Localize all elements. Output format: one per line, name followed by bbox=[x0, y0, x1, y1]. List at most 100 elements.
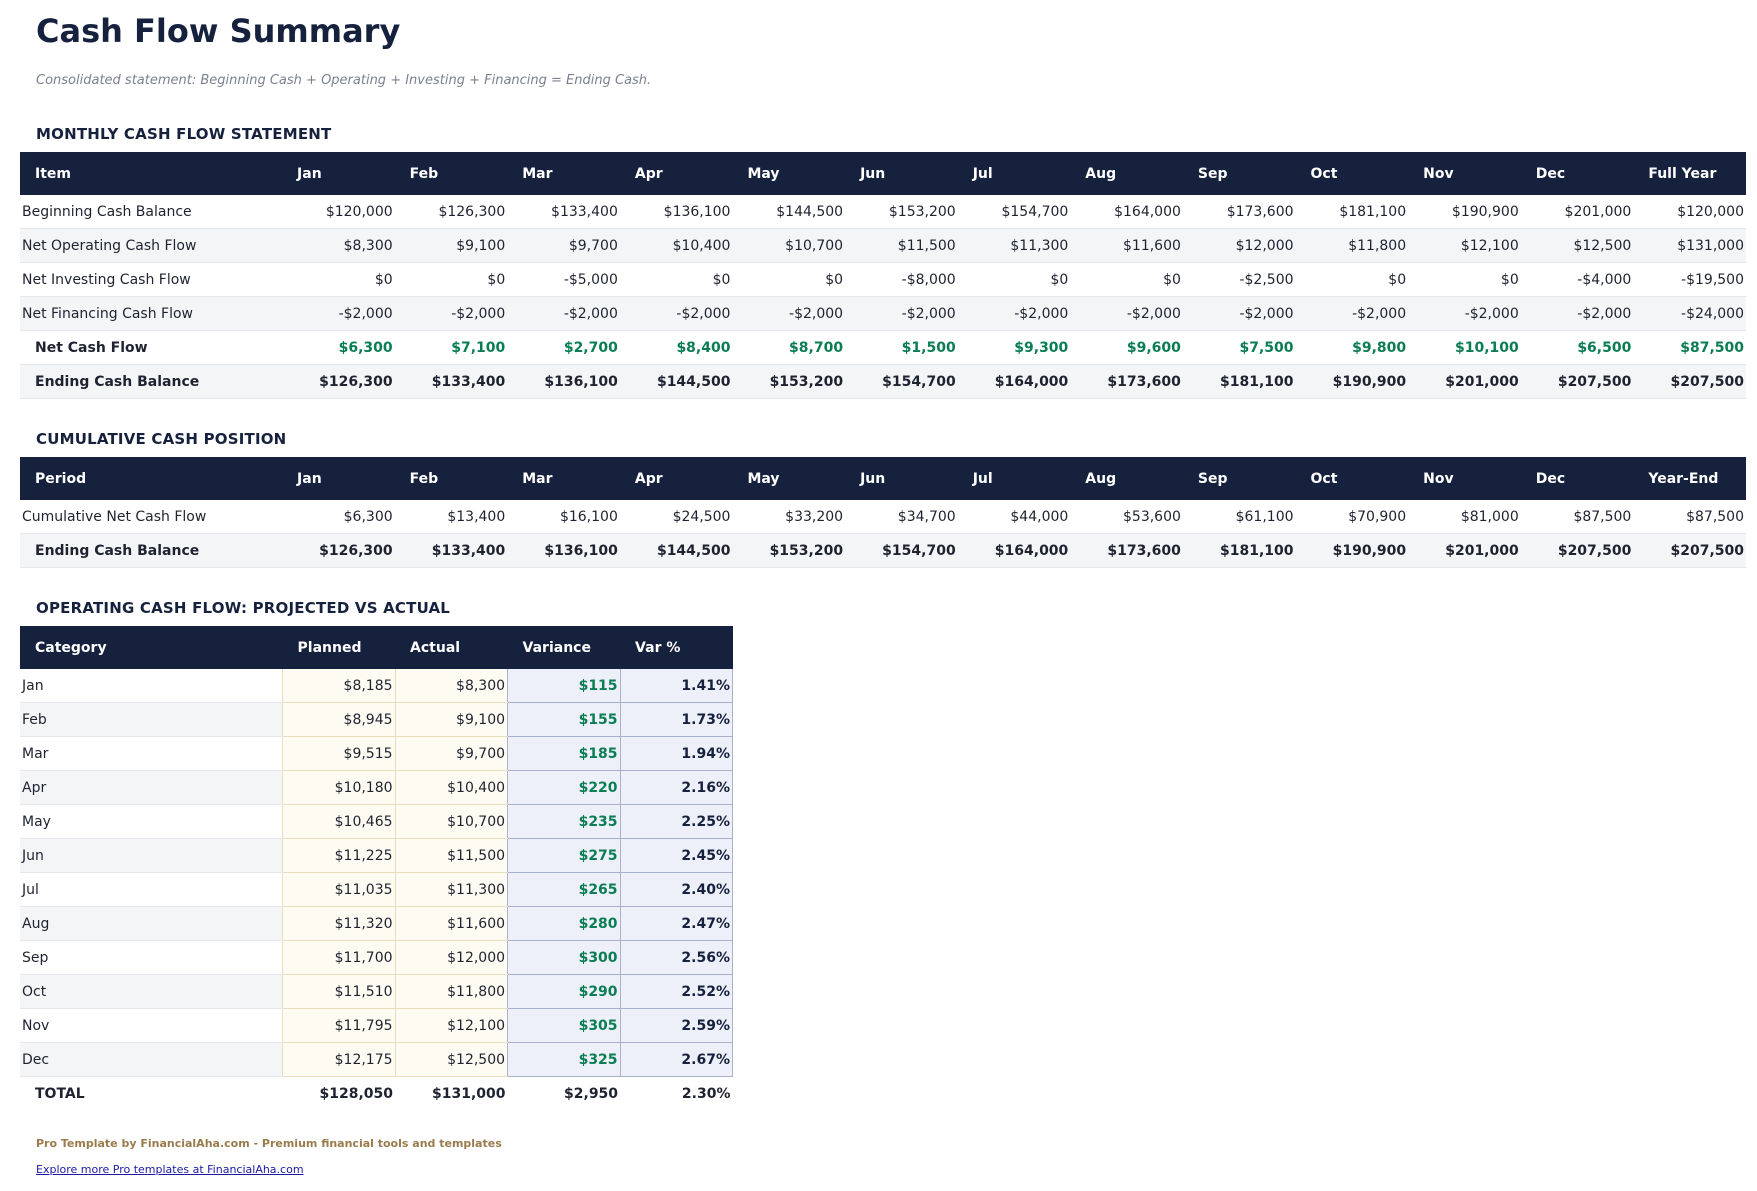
operating-projected-vs-actual-table: Category Planned Actual Variance Var % Jan $8,… bbox=[20, 626, 734, 1110]
cell-value: $6,300 bbox=[282, 330, 395, 365]
cell-value: $8,945 bbox=[282, 702, 396, 737]
cell-value: $185 bbox=[507, 736, 621, 771]
cell-value: $61,100 bbox=[1182, 500, 1296, 534]
cell-value: $190,900 bbox=[1295, 533, 1409, 568]
cell-value: $34,700 bbox=[845, 500, 958, 534]
cell-value: $8,300 bbox=[394, 669, 508, 703]
total-row: TOTAL $128,050 $131,000 $2,950 2.30% bbox=[20, 1076, 733, 1110]
column-header: Actual bbox=[395, 626, 508, 669]
cell-value: $12,000 bbox=[394, 940, 508, 975]
cell-value: -$2,000 bbox=[282, 296, 395, 331]
cell-value: $33,200 bbox=[732, 500, 846, 534]
column-header: Sep bbox=[1182, 152, 1296, 195]
cell-value: 2.16% bbox=[619, 770, 734, 805]
cell-value: $201,000 bbox=[1520, 195, 1634, 229]
column-header: May bbox=[732, 457, 846, 500]
column-header: Jul bbox=[957, 152, 1071, 195]
cell-value: $44,000 bbox=[957, 500, 1071, 534]
cell-value: -$24,000 bbox=[1633, 296, 1746, 331]
table-row: Mar $9,515 $9,700 $185 1.94% bbox=[20, 736, 734, 771]
table-row: Jan $8,185 $8,300 $115 1.41% bbox=[20, 669, 734, 703]
column-header: Category bbox=[20, 626, 283, 669]
cell-value: $11,300 bbox=[957, 228, 1071, 263]
cell-value: $16,100 bbox=[507, 500, 620, 534]
cell-value: $12,500 bbox=[394, 1042, 508, 1077]
cell-value: $9,100 bbox=[394, 228, 508, 263]
cell-value: -$2,000 bbox=[732, 296, 846, 331]
column-header: Jan bbox=[282, 152, 395, 195]
cell-value: -$8,000 bbox=[845, 262, 958, 297]
cell-value: $10,700 bbox=[732, 228, 846, 263]
cell-value: $8,400 bbox=[619, 330, 733, 365]
cell-value: $154,700 bbox=[845, 533, 958, 568]
cell-value: $120,000 bbox=[282, 195, 395, 229]
monthly-heading: MONTHLY CASH FLOW STATEMENT bbox=[36, 125, 332, 143]
cell-value: $87,500 bbox=[1520, 500, 1634, 534]
cell-value: $9,515 bbox=[282, 736, 396, 771]
total-value: $131,000 bbox=[395, 1076, 508, 1110]
cell-value: -$2,000 bbox=[1408, 296, 1521, 331]
footer-link[interactable]: Explore more Pro templates at FinancialA… bbox=[36, 1163, 304, 1176]
cell-value: 2.45% bbox=[619, 838, 734, 873]
cell-value: $131,000 bbox=[1633, 228, 1746, 263]
cell-value: 2.25% bbox=[619, 804, 734, 839]
cell-value: $12,100 bbox=[394, 1008, 508, 1043]
cell-value: $144,500 bbox=[732, 195, 846, 229]
page-subtitle: Consolidated statement: Beginning Cash +… bbox=[36, 73, 652, 88]
cell-value: $154,700 bbox=[845, 364, 958, 399]
row-label: Ending Cash Balance bbox=[20, 364, 283, 399]
cell-value: $7,100 bbox=[394, 330, 508, 365]
cell-value: $10,465 bbox=[282, 804, 396, 839]
row-label: Sep bbox=[20, 940, 283, 975]
cell-value: $12,500 bbox=[1520, 228, 1634, 263]
header-row: Category Planned Actual Variance Var % bbox=[20, 626, 733, 669]
cell-value: -$2,000 bbox=[1182, 296, 1296, 331]
cell-value: $173,600 bbox=[1070, 533, 1183, 568]
table-row: Apr $10,180 $10,400 $220 2.16% bbox=[20, 770, 734, 805]
total-value: $128,050 bbox=[282, 1076, 396, 1110]
cell-value: -$5,000 bbox=[507, 262, 620, 297]
column-header: Aug bbox=[1070, 152, 1183, 195]
table-row: Oct $11,510 $11,800 $290 2.52% bbox=[20, 974, 734, 1009]
cell-value: $126,300 bbox=[394, 195, 508, 229]
cell-value: 2.52% bbox=[619, 974, 734, 1009]
table-row: Jun $11,225 $11,500 $275 2.45% bbox=[20, 838, 734, 873]
cell-value: $207,500 bbox=[1520, 533, 1634, 568]
column-header: Nov bbox=[1408, 152, 1521, 195]
cell-value: $0 bbox=[619, 262, 733, 297]
row-label: Aug bbox=[20, 906, 283, 941]
row-label: Oct bbox=[20, 974, 283, 1009]
cell-value: $133,400 bbox=[394, 533, 508, 568]
cell-value: $133,400 bbox=[394, 364, 508, 399]
cumulative-heading: CUMULATIVE CASH POSITION bbox=[36, 430, 287, 448]
cell-value: $153,200 bbox=[845, 195, 958, 229]
cell-value: $155 bbox=[507, 702, 621, 737]
column-header: Planned bbox=[282, 626, 396, 669]
table-row: Aug $11,320 $11,600 $280 2.47% bbox=[20, 906, 734, 941]
column-header: Jul bbox=[957, 457, 1071, 500]
row-label: Net Financing Cash Flow bbox=[20, 296, 283, 331]
table-row: Dec $12,175 $12,500 $325 2.67% bbox=[20, 1042, 734, 1077]
cell-value: $53,600 bbox=[1070, 500, 1183, 534]
header-row: Period Jan Feb Mar Apr May Jun Jul Aug Sep Oct Nov D… bbox=[20, 457, 1746, 500]
cell-value: $136,100 bbox=[507, 364, 620, 399]
column-header: Mar bbox=[507, 152, 620, 195]
page-title: Cash Flow Summary bbox=[36, 12, 401, 50]
cell-value: $87,500 bbox=[1633, 330, 1746, 365]
table-row: Net Investing Cash Flow $0 $0 -$5,000 $0 $0 -$… bbox=[20, 262, 1746, 297]
table-row: Beginning Cash Balance $120,000 $126,300 $1… bbox=[20, 195, 1746, 229]
cell-value: 2.67% bbox=[619, 1042, 734, 1077]
header-row: Item Jan Feb Mar Apr May Jun Jul Aug Sep Oct Nov Dec… bbox=[20, 152, 1746, 195]
cell-value: $305 bbox=[507, 1008, 621, 1043]
column-header: Dec bbox=[1520, 457, 1634, 500]
cell-value: $9,800 bbox=[1295, 330, 1409, 365]
cell-value: $11,510 bbox=[282, 974, 396, 1009]
column-header: Oct bbox=[1295, 152, 1409, 195]
row-label: Net Investing Cash Flow bbox=[20, 262, 283, 297]
column-header: May bbox=[732, 152, 846, 195]
column-header: Aug bbox=[1070, 457, 1183, 500]
cell-value: -$4,000 bbox=[1520, 262, 1634, 297]
cell-value: $201,000 bbox=[1408, 533, 1521, 568]
cell-value: $10,400 bbox=[394, 770, 508, 805]
cell-value: -$2,000 bbox=[1295, 296, 1409, 331]
